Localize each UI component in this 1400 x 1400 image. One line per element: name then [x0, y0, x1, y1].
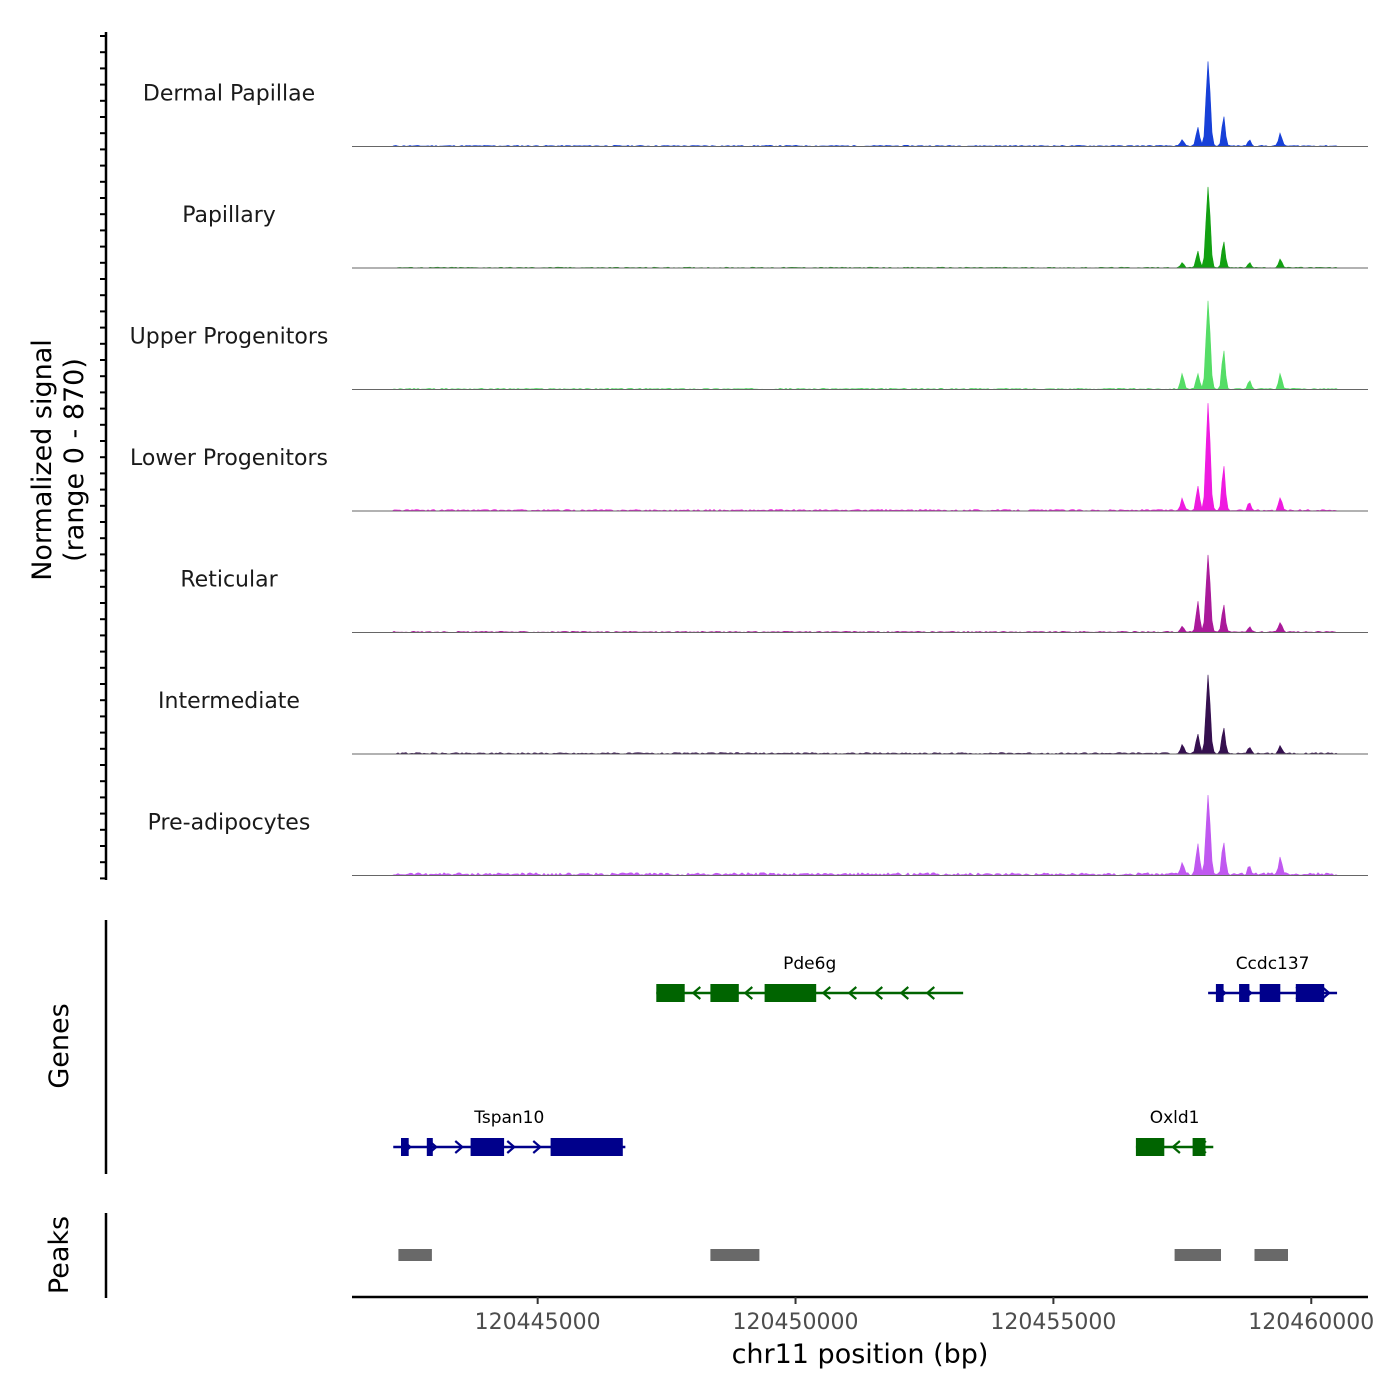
track-label: Dermal Papillae — [143, 82, 315, 107]
x-tick-label: 120445000 — [475, 1310, 601, 1335]
gene-label: Tspan10 — [473, 1108, 544, 1128]
gene-label: Pde6g — [783, 954, 836, 974]
strand-arrow — [1171, 1140, 1181, 1154]
track-label: Pre-adipocytes — [148, 811, 311, 836]
exon-block — [1215, 984, 1224, 1002]
exon-block — [1192, 1138, 1206, 1156]
gene-ccdc137: Ccdc137 — [1208, 954, 1338, 1002]
track-label: Intermediate — [158, 689, 300, 714]
coverage-area-reticular — [352, 554, 1368, 633]
track-label: Reticular — [180, 568, 278, 593]
exon-block — [1239, 984, 1250, 1002]
peak-region — [1174, 1249, 1221, 1261]
strand-arrow — [925, 986, 936, 1000]
exon-block — [1295, 984, 1325, 1002]
coverage-area-pre-adipocytes — [352, 794, 1368, 876]
gene-pde6g: Pde6g — [656, 954, 964, 1002]
coverage-panel: Dermal Papillae Papillary Upper Progenitor… — [100, 32, 1368, 880]
gene-label: Oxld1 — [1150, 1108, 1200, 1128]
coverage-area-intermediate — [352, 674, 1368, 755]
coverage-area-lower-progenitors — [352, 403, 1368, 512]
peaks-y-axis-title: Peaks — [44, 1216, 75, 1294]
peak-region — [398, 1249, 432, 1261]
genes-y-axis-title: Genes — [44, 1003, 75, 1088]
strand-arrow — [691, 986, 702, 1000]
track-label: Upper Progenitors — [130, 325, 329, 350]
exon-block — [710, 984, 739, 1002]
strand-arrow — [506, 1140, 516, 1154]
exon-block — [1135, 1138, 1165, 1156]
track-label: Lower Progenitors — [130, 446, 328, 471]
x-tick-label: 120450000 — [733, 1310, 859, 1335]
strand-arrow — [454, 1140, 464, 1154]
gene-tspan10: Tspan10 — [393, 1108, 626, 1156]
exon-block — [401, 1138, 409, 1156]
strand-arrow — [821, 986, 832, 1000]
coverage-area-upper-progenitors — [352, 300, 1368, 390]
peak-region — [710, 1249, 760, 1261]
coverage-y-axis-range: (range 0 - 870) — [59, 358, 90, 562]
strand-arrow — [847, 986, 858, 1000]
peak-region — [1254, 1249, 1288, 1261]
x-tick-label: 120455000 — [990, 1310, 1116, 1335]
exon-block — [426, 1138, 433, 1156]
strand-arrow — [873, 986, 884, 1000]
peaks-panel — [104, 1213, 1288, 1298]
exon-block — [470, 1138, 505, 1156]
exon-block — [764, 984, 817, 1002]
strand-arrow — [743, 986, 754, 1000]
gene-oxld1: Oxld1 — [1135, 1108, 1214, 1156]
x-tick-label: 120460000 — [1248, 1310, 1374, 1335]
coverage-y-axis-title: Normalized signal — [27, 339, 58, 581]
strand-arrow — [532, 1140, 542, 1154]
coverage-area-dermal-papillae — [352, 61, 1368, 147]
genes-panel: Pde6g Ccdc137 Tspan10 Oxld1 — [104, 920, 1338, 1174]
x-axis-title: chr11 position (bp) — [732, 1339, 989, 1370]
coverage-area-papillary — [352, 186, 1368, 269]
exon-block — [550, 1138, 623, 1156]
track-label: Papillary — [182, 203, 276, 228]
exon-block — [656, 984, 685, 1002]
exon-block — [1259, 984, 1281, 1002]
strand-arrow — [1321, 986, 1331, 1000]
x-axis: 120445000 120450000 120455000 120460000 — [352, 1295, 1374, 1335]
gene-label: Ccdc137 — [1236, 954, 1310, 974]
strand-arrow — [899, 986, 910, 1000]
